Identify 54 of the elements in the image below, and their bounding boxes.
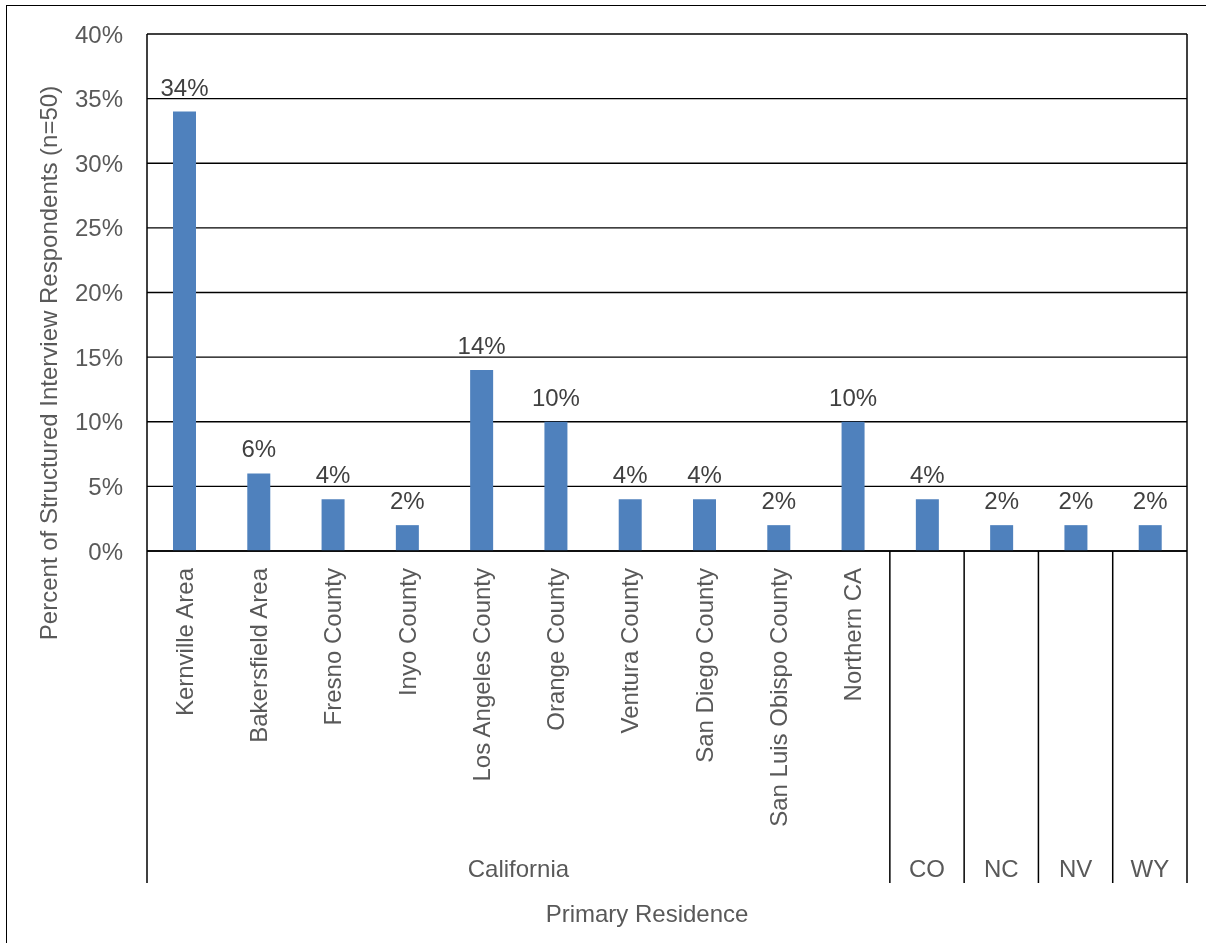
bar	[1064, 525, 1088, 551]
data-label: 4%	[687, 461, 722, 489]
bar	[1138, 525, 1162, 551]
y-tick-label: 25%	[74, 214, 123, 242]
x-tick-label: Bakersfield Area	[244, 567, 272, 743]
bar	[915, 499, 939, 551]
data-label: 2%	[1132, 487, 1168, 515]
x-tick-label: Inyo County	[393, 568, 421, 697]
x-tick-label: Fresno County	[319, 568, 347, 726]
text: California	[467, 854, 570, 882]
y-tick-label: 20%	[74, 279, 123, 307]
y-tick-label: 10%	[74, 408, 123, 436]
text: WY	[1130, 854, 1170, 882]
x-tick-label: Kernville Area	[170, 567, 198, 717]
data-label: 4%	[315, 461, 351, 489]
bar	[321, 499, 345, 551]
y-axis-title: Percent of Structured Interview Respondents (n=50)	[34, 85, 62, 641]
bar	[173, 111, 196, 551]
x-tick-label: Orange County	[542, 568, 570, 731]
data-label: 2%	[761, 487, 797, 515]
bar	[767, 525, 791, 551]
x-axis-title: Primary Residence	[545, 899, 749, 927]
bar	[470, 370, 494, 551]
data-label: 2%	[390, 487, 425, 515]
bar	[395, 525, 419, 551]
x-tick-label: San Luis Obispo County	[764, 568, 792, 827]
y-tick-label: 0%	[88, 537, 123, 565]
x-tick-label: San Diego County	[690, 568, 718, 763]
bar	[247, 473, 271, 551]
bar	[841, 421, 865, 551]
bar	[693, 499, 716, 551]
text: NC	[983, 854, 1019, 882]
data-label: 10%	[531, 383, 580, 411]
data-label: 10%	[829, 383, 878, 411]
data-label: 14%	[457, 332, 506, 360]
bar	[544, 421, 568, 551]
y-tick-label: 15%	[74, 343, 123, 371]
y-tick-label: 30%	[74, 149, 123, 177]
data-label: 6%	[241, 435, 277, 463]
data-label: 4%	[910, 461, 945, 489]
x-tick-label: Northern CA	[839, 568, 867, 702]
y-tick-label: 5%	[88, 472, 123, 500]
x-tick-label: Ventura County	[616, 568, 644, 734]
data-label: 2%	[984, 487, 1019, 515]
bar	[618, 499, 642, 551]
y-tick-label: 35%	[74, 85, 123, 113]
data-label: 34%	[160, 73, 209, 101]
text: NV	[1058, 854, 1093, 882]
text: CO	[909, 854, 945, 882]
bar	[990, 525, 1014, 551]
data-label: 4%	[612, 461, 648, 489]
data-label: 2%	[1058, 487, 1094, 515]
x-tick-label: Los Angeles County	[467, 568, 495, 782]
y-tick-label: 40%	[74, 20, 123, 48]
